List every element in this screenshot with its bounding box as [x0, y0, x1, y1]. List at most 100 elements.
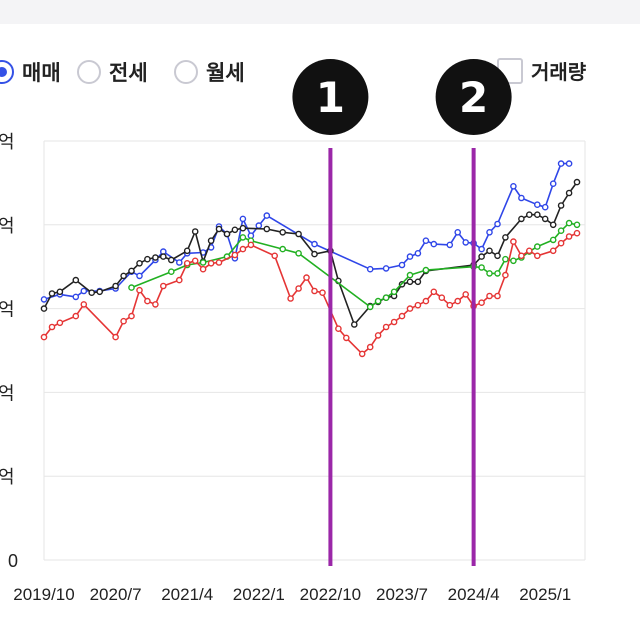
- data-point-red-50: [526, 247, 533, 255]
- data-point-black-44: [534, 211, 541, 218]
- data-point-green-12: [390, 288, 398, 296]
- data-point-green-25: [557, 227, 565, 234]
- radio-jeonse-dot[interactable]: [77, 60, 101, 84]
- data-point-green-26: [565, 219, 573, 227]
- x-tick-label-1: 2020/7: [90, 585, 142, 604]
- data-point-red-17: [215, 259, 223, 266]
- data-point-red-23: [295, 285, 302, 292]
- radio-monthly-rent-dot[interactable]: [174, 60, 198, 84]
- radio-jeonse[interactable]: 전세: [77, 56, 148, 88]
- data-point-red-52: [549, 247, 557, 255]
- data-point-red-36: [414, 301, 422, 309]
- data-point-red-2: [56, 319, 64, 327]
- data-point-green-24: [549, 236, 557, 244]
- data-point-red-27: [335, 325, 342, 333]
- data-point-red-44: [478, 299, 485, 307]
- data-point-red-35: [406, 305, 414, 312]
- data-point-green-1: [167, 268, 175, 276]
- data-point-red-4: [80, 301, 88, 308]
- data-point-red-49: [518, 252, 525, 260]
- data-point-red-20: [247, 241, 255, 249]
- y-tick-label-2: 억: [0, 383, 15, 403]
- data-point-blue-20: [263, 212, 271, 219]
- top-bar: [0, 0, 640, 24]
- data-point-black-48: [565, 189, 573, 197]
- data-point-red-55: [573, 229, 581, 237]
- data-point-blue-26: [414, 249, 422, 257]
- data-point-black-15: [191, 228, 199, 235]
- x-tick-label-7: 2025/1: [519, 585, 571, 604]
- data-point-black-35: [414, 278, 422, 286]
- data-point-green-8: [295, 249, 302, 257]
- radio-monthly-rent[interactable]: 월세: [174, 56, 245, 88]
- y-tick-label-1: 억: [0, 467, 15, 487]
- data-point-blue-21: [311, 240, 318, 248]
- data-point-red-46: [494, 292, 501, 300]
- x-tick-label-6: 2024/4: [448, 585, 500, 604]
- data-point-black-46: [549, 221, 557, 229]
- data-point-black-11: [152, 254, 159, 261]
- radio-sale[interactable]: 매매: [0, 56, 61, 88]
- data-point-red-33: [390, 318, 398, 326]
- data-point-red-10: [152, 301, 159, 308]
- data-point-red-1: [48, 323, 56, 331]
- data-point-black-23: [279, 228, 287, 236]
- data-point-red-11: [159, 282, 167, 290]
- data-point-green-11: [382, 294, 390, 302]
- data-point-green-20: [510, 257, 517, 265]
- data-point-black-39: [486, 247, 493, 255]
- series-green: [128, 219, 581, 311]
- data-point-black-3: [72, 276, 80, 284]
- series-red: [40, 229, 581, 358]
- data-point-red-40: [446, 301, 454, 309]
- data-point-green-9: [366, 303, 374, 311]
- chart-grid: [43, 140, 586, 561]
- data-point-black-25: [311, 250, 318, 258]
- data-point-red-51: [534, 252, 541, 260]
- data-point-blue-30: [454, 228, 462, 236]
- data-point-red-18: [231, 251, 239, 259]
- data-point-red-8: [136, 286, 143, 294]
- data-point-black-4: [88, 289, 95, 297]
- data-point-black-49: [573, 178, 581, 186]
- data-point-red-6: [120, 317, 127, 325]
- data-point-black-2: [56, 288, 64, 296]
- data-point-red-7: [128, 312, 135, 320]
- data-point-blue-40: [549, 180, 557, 187]
- data-point-red-30: [366, 343, 374, 351]
- x-tick-label-0: 2019/10: [13, 585, 74, 604]
- data-point-blue-10: [175, 259, 183, 266]
- x-tick-label-2: 2021/4: [161, 585, 213, 604]
- data-point-blue-7: [136, 272, 143, 280]
- marker-badge-label-2: 2: [459, 73, 488, 122]
- data-point-black-7: [120, 272, 127, 280]
- x-tick-label-3: 2022/1: [233, 585, 285, 604]
- data-point-blue-23: [382, 265, 390, 272]
- data-point-black-19: [223, 230, 231, 238]
- data-point-green-3: [199, 259, 207, 266]
- data-point-blue-22: [366, 265, 374, 273]
- data-point-black-0: [40, 305, 48, 312]
- data-point-blue-17: [239, 215, 247, 223]
- series-black: [40, 178, 581, 328]
- data-point-black-34: [406, 278, 414, 286]
- data-point-black-28: [350, 321, 358, 328]
- y-tick-label-4: 억: [0, 216, 15, 236]
- data-point-red-26: [319, 289, 326, 297]
- data-point-red-14: [191, 257, 199, 265]
- data-point-red-39: [438, 294, 446, 302]
- data-point-blue-19: [255, 222, 263, 229]
- data-point-green-16: [478, 264, 485, 271]
- data-point-red-37: [422, 297, 430, 305]
- data-point-green-19: [502, 255, 509, 263]
- data-point-red-32: [382, 323, 390, 331]
- volume-checkbox[interactable]: 거래량: [497, 56, 586, 85]
- data-point-red-12: [175, 276, 183, 284]
- data-point-blue-29: [446, 241, 454, 249]
- data-point-black-20: [231, 226, 239, 234]
- data-point-black-10: [144, 255, 151, 263]
- data-point-black-24: [295, 230, 302, 238]
- y-tick-label-3: 억: [0, 300, 15, 320]
- data-point-red-54: [565, 233, 573, 240]
